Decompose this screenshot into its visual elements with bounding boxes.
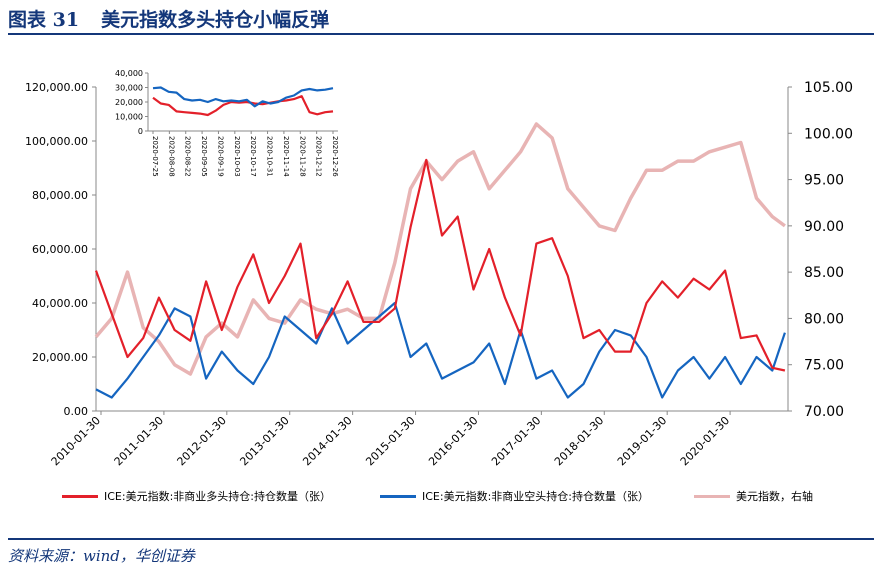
left-tick-label: 80,000.00 <box>32 189 88 202</box>
legend-label-dxy: 美元指数，右轴 <box>736 490 813 503</box>
legend-swatch-dxy <box>694 495 730 498</box>
right-tick-label: 105.00 <box>804 80 853 96</box>
series-line-dxy <box>94 122 786 376</box>
legend-label-long: ICE:美元指数:非商业多头持仓:持仓数量（张） <box>104 490 331 503</box>
left-tick-label: 120,000.00 <box>25 81 88 94</box>
x-tick-label: 2017-01-30 <box>489 414 543 468</box>
right-axis: 70.00 75.00 80.00 85.00 90.00 95.00 100.00 105.… <box>787 80 853 420</box>
figure-header: 图表 31 美元指数多头持仓小幅反弹 <box>0 0 883 35</box>
inset-x-tick-label: 2020-07-25 <box>151 136 159 177</box>
x-tick-label: 2018-01-30 <box>552 414 606 468</box>
legend-swatch-short <box>380 495 416 498</box>
left-tick-label: 100,000.00 <box>25 135 88 148</box>
series-line-long <box>94 158 786 372</box>
figure-title-text: 美元指数多头持仓小幅反弹 <box>101 9 330 31</box>
left-tick-label: 40,000.00 <box>32 297 88 310</box>
inset-series-line-long <box>152 95 334 117</box>
right-tick-label: 85.00 <box>804 265 844 281</box>
right-tick-label: 90.00 <box>804 219 844 235</box>
x-tick-label: 2020-01-30 <box>678 414 732 468</box>
x-tick-label: 2011-01-30 <box>112 414 166 468</box>
x-axis: 2010-01-30 2011-01-30 2012-01-30 2013-01-30… <box>49 410 788 468</box>
legend: ICE:美元指数:非商业多头持仓:持仓数量（张） ICE:美元指数:非商业空头持… <box>62 487 862 505</box>
source-note: 资料来源：wind，华创证券 <box>8 547 195 565</box>
main-chart: 0.00 20,000.00 40,000.00 60,000.00 80,000.00… <box>25 69 853 468</box>
legend-label-short: ICE:美元指数:非商业空头持仓:持仓数量（张） <box>422 490 649 503</box>
header-rule <box>8 33 874 35</box>
right-tick-label: 75.00 <box>804 358 844 374</box>
x-tick-label: 2013-01-30 <box>237 414 291 468</box>
x-tick-label: 2012-01-30 <box>175 414 229 468</box>
inset-chart: 0 10,000 20,000 30,000 40,000 2020-07-25 2020-… <box>115 69 339 177</box>
left-tick-label: 20,000.00 <box>32 351 88 364</box>
figure-number: 图表 31 <box>8 9 80 31</box>
x-tick-label: 2015-01-30 <box>363 414 417 468</box>
inset-x-tick-label: 2020-08-08 <box>167 136 175 177</box>
series-layer <box>94 122 786 399</box>
inset-y-tick-label: 0 <box>138 127 143 136</box>
inset-series-line-short <box>152 86 334 108</box>
legend-swatch-long <box>62 495 98 498</box>
inset-x-tick-label: 2020-09-05 <box>200 136 208 177</box>
x-tick-label: 2010-01-30 <box>49 414 103 468</box>
left-tick-label: 0.00 <box>64 405 89 418</box>
inset-x-tick-label: 2020-10-17 <box>249 136 257 177</box>
inset-x-tick-label: 2020-11-28 <box>298 136 306 177</box>
inset-y-tick-label: 10,000 <box>115 113 143 122</box>
x-tick-label: 2019-01-30 <box>615 414 669 468</box>
left-tick-label: 60,000.00 <box>32 243 88 256</box>
series-line-short <box>95 301 786 399</box>
inset-y-tick-label: 20,000 <box>115 98 143 107</box>
right-tick-label: 95.00 <box>804 173 844 189</box>
right-tick-label: 70.00 <box>804 404 844 420</box>
right-tick-label: 80.00 <box>804 311 844 327</box>
inset-x-tick-label: 2020-10-03 <box>233 136 241 177</box>
figure-title: 图表 31 美元指数多头持仓小幅反弹 <box>8 5 329 32</box>
left-axis: 0.00 20,000.00 40,000.00 60,000.00 80,000.00… <box>25 81 97 418</box>
footer-rule <box>8 538 874 540</box>
x-tick-label: 2016-01-30 <box>426 414 480 468</box>
inset-x-tick-label: 2020-09-19 <box>216 136 224 177</box>
inset-x-tick-label: 2020-12-12 <box>315 136 323 177</box>
inset-y-tick-label: 30,000 <box>115 84 143 93</box>
inset-y-tick-label: 40,000 <box>115 69 143 78</box>
inset-x-tick-label: 2020-11-14 <box>282 136 290 177</box>
x-tick-label: 2014-01-30 <box>300 414 354 468</box>
inset-x-tick-label: 2020-10-31 <box>266 136 274 177</box>
inset-x-tick-label: 2020-08-22 <box>184 136 192 177</box>
inset-x-tick-label: 2020-12-26 <box>331 136 339 177</box>
right-tick-label: 100.00 <box>804 126 853 142</box>
